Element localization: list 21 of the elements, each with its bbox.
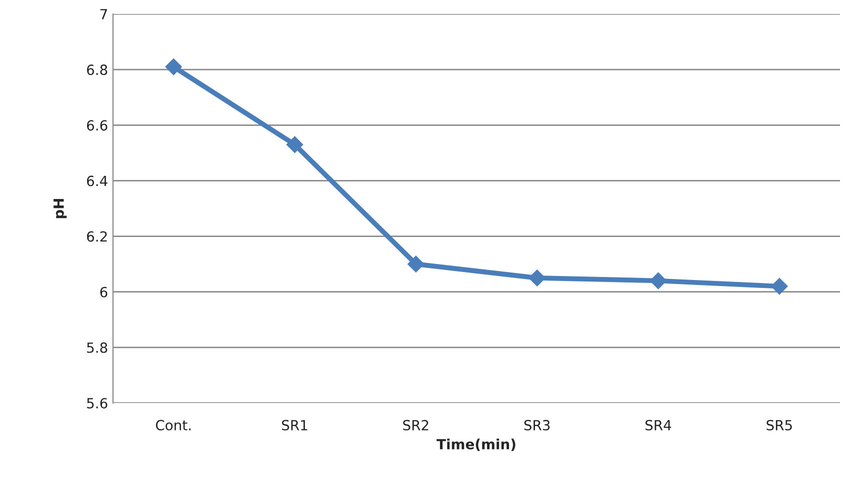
y-tick-label: 6.4	[87, 176, 108, 186]
x-tick-label: SR4	[646, 420, 672, 430]
point	[286, 136, 304, 153]
point	[408, 256, 424, 272]
y-tick-label: 5.6	[87, 398, 108, 408]
y-tick-label: 6.8	[87, 64, 108, 76]
y-tick-label: 6.2	[87, 231, 107, 242]
x-tick-label: SR2	[403, 420, 428, 430]
x-tick-label: SR3	[524, 420, 550, 430]
point	[528, 270, 546, 286]
y-tick-label: 7	[100, 9, 107, 20]
y-tick-label: 6.6	[87, 120, 108, 131]
y-axis-title: pH	[54, 198, 67, 218]
x-tick-label: SR1	[282, 420, 308, 430]
y-tick-label: 6	[100, 286, 108, 298]
x-tick-label: Cont.	[156, 420, 191, 430]
x-axis-title: Time(min)	[436, 438, 516, 452]
point	[771, 278, 788, 295]
y-tick-label: 5.8	[87, 342, 108, 353]
point	[165, 58, 182, 76]
x-tick-label: SR5	[766, 420, 792, 430]
